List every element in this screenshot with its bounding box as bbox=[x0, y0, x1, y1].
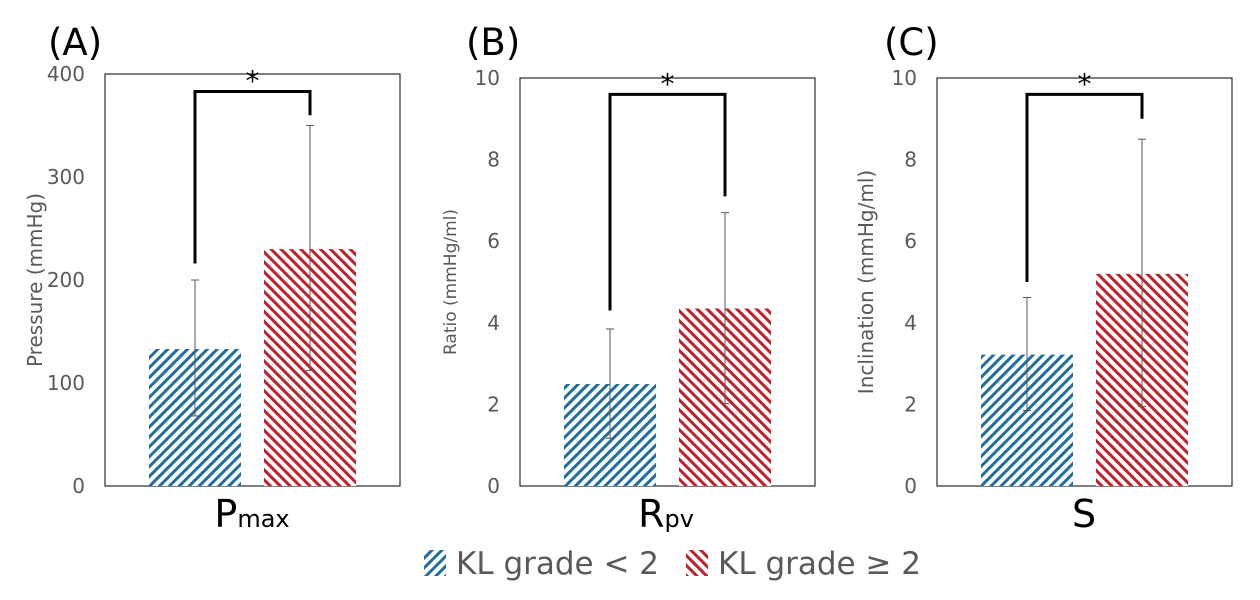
legend-label-group2: KL grade ≥ 2 bbox=[718, 546, 921, 582]
y-axis-label: Inclination (mmHg/ml) bbox=[854, 170, 878, 394]
significance-star: * bbox=[661, 67, 675, 100]
y-axis-label: Ratio (mmHg/ml) bbox=[441, 209, 461, 355]
significance-star: * bbox=[246, 65, 260, 98]
y-tick-label: 200 bbox=[47, 268, 85, 292]
y-tick-label: 2 bbox=[487, 392, 500, 416]
category-label: Rpv bbox=[638, 492, 694, 536]
plot-frame bbox=[936, 77, 1233, 487]
chart-panel: (A) 0 100 200 300 400 Pressure (mmHg) * Pmax bbox=[23, 21, 401, 536]
legend-swatch-group2 bbox=[686, 550, 708, 576]
y-tick-label: 300 bbox=[47, 165, 85, 189]
plot-frame bbox=[519, 77, 816, 487]
y-tick-label: 8 bbox=[904, 148, 917, 172]
y-tick-label: 6 bbox=[904, 229, 917, 253]
panel-label: (B) bbox=[466, 21, 520, 64]
legend: KL grade < 2 KL grade ≥ 2 bbox=[424, 546, 921, 582]
y-tick-label: 10 bbox=[892, 66, 917, 90]
y-tick-label: 8 bbox=[487, 148, 500, 172]
y-tick-label: 6 bbox=[487, 229, 500, 253]
plot-frame bbox=[104, 73, 401, 487]
legend-swatch-group1 bbox=[424, 550, 446, 576]
y-tick-label: 0 bbox=[487, 474, 500, 498]
category-label: Pmax bbox=[214, 492, 289, 536]
category-label: S bbox=[1072, 492, 1096, 536]
y-tick-label: 0 bbox=[904, 474, 917, 498]
chart-panel: (B) 0 2 4 6 8 10 Ratio (mmHg/ml) * Rpv bbox=[441, 21, 816, 536]
significance-bracket bbox=[1025, 92, 1144, 282]
y-tick-label: 0 bbox=[72, 474, 85, 498]
panel-label: (C) bbox=[884, 21, 939, 64]
significance-bracket bbox=[193, 90, 312, 264]
significance-bracket bbox=[608, 92, 727, 311]
legend-label-group1: KL grade < 2 bbox=[456, 546, 659, 582]
y-axis-label: Pressure (mmHg) bbox=[23, 193, 47, 367]
y-tick-label: 400 bbox=[47, 62, 85, 86]
y-tick-label: 4 bbox=[904, 311, 917, 335]
panel-label: (A) bbox=[48, 21, 102, 64]
y-tick-label: 100 bbox=[47, 371, 85, 395]
y-tick-label: 10 bbox=[475, 66, 500, 90]
y-tick-label: 2 bbox=[904, 392, 917, 416]
significance-star: * bbox=[1078, 67, 1092, 100]
y-tick-label: 4 bbox=[487, 311, 500, 335]
chart-panel: (C) 0 2 4 6 8 10 Inclination (mmHg/ml) * S bbox=[854, 21, 1233, 536]
